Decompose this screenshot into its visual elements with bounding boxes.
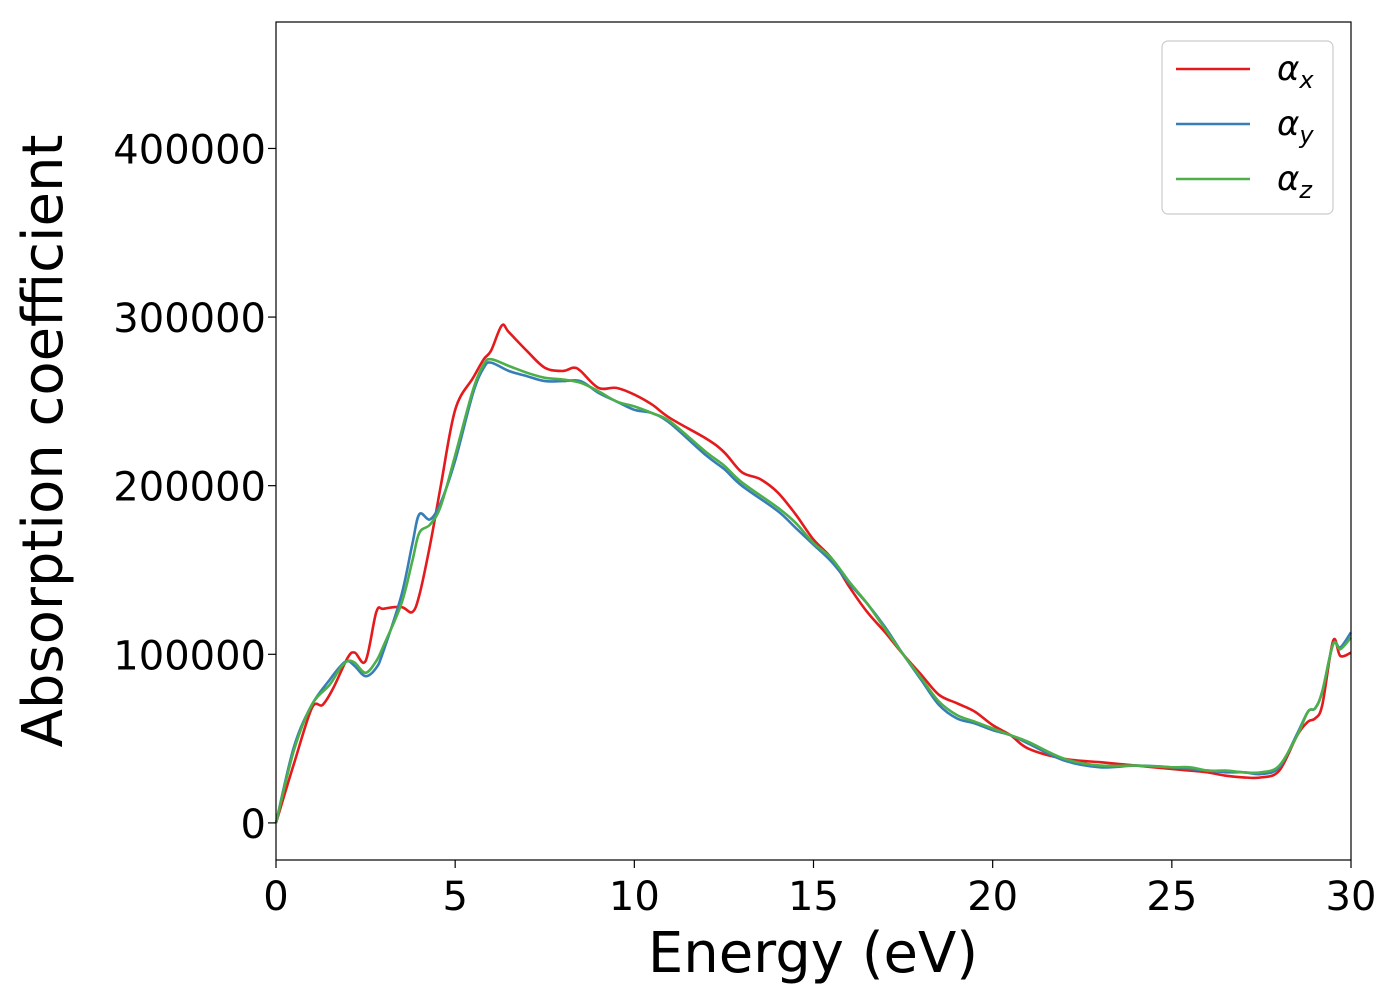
legend-subscript-z: z [1298,176,1313,204]
y-tick-label: 200000 [113,465,266,511]
legend-subscript-y: y [1298,121,1314,149]
y-tick-label: 300000 [113,296,266,342]
legend-subscript-x: x [1298,66,1314,94]
y-tick-label: 0 [241,802,266,848]
y-tick-label: 100000 [113,633,266,679]
legend-label-x: αx [1277,49,1314,94]
x-tick-label: 10 [609,874,660,920]
y-axis-label: Absorption coefficient [11,135,76,748]
series-line-x [274,323,1352,824]
series-line-z [274,357,1352,824]
plot-lines [274,323,1353,824]
legend-label-y: αy [1277,104,1314,149]
y-axis-ticks: 0 100000 200000 300000 400000 [113,127,276,848]
x-tick-label: 0 [263,874,288,920]
y-tick-label: 400000 [113,127,266,173]
legend-box [1161,40,1334,215]
x-tick-label: 25 [1146,874,1197,920]
x-axis-label: Energy (eV) [648,921,978,986]
x-tick-label: 20 [967,874,1018,920]
x-tick-label: 30 [1326,874,1377,920]
x-axis-ticks: 0 5 10 15 20 25 30 [263,860,1376,920]
x-tick-label: 15 [788,874,839,920]
x-tick-label: 5 [442,874,467,920]
